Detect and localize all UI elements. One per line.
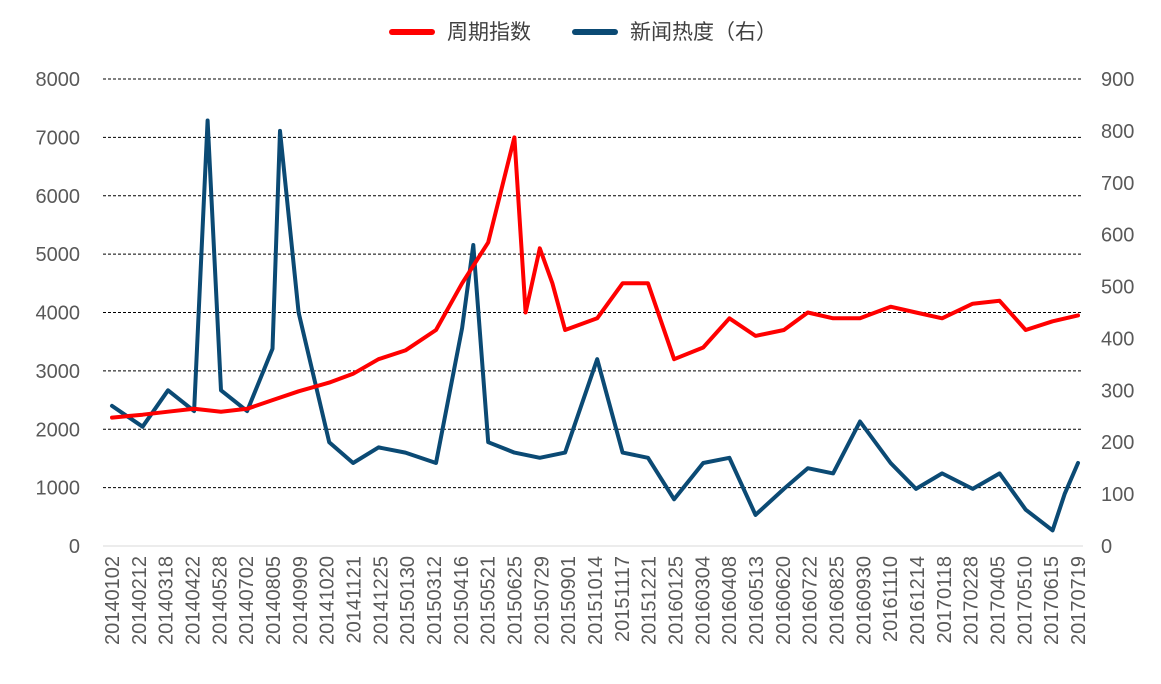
- left-tick-label: 7000: [36, 127, 81, 149]
- x-tick-label: 20141225: [370, 556, 392, 645]
- x-tick-label: 20150521: [478, 556, 500, 645]
- x-tick-label: 20140212: [129, 556, 151, 645]
- x-tick-label: 20150416: [451, 556, 473, 645]
- x-tick-label: 20160513: [746, 556, 768, 645]
- x-tick-label: 20140805: [263, 556, 285, 645]
- x-tick-label: 20141020: [317, 556, 339, 645]
- x-tick-label: 20170719: [1068, 556, 1090, 645]
- right-tick-label: 0: [1101, 536, 1112, 558]
- x-tick-label: 20150729: [531, 556, 553, 645]
- x-tick-label: 20151117: [612, 556, 634, 642]
- right-tick-label: 200: [1101, 432, 1134, 454]
- x-tick-label: 20160304: [692, 556, 714, 645]
- x-tick-label: 20140102: [102, 556, 124, 645]
- x-tick-label: 20140422: [183, 556, 205, 645]
- legend-label-news-heat: 新闻热度（右）: [630, 20, 777, 44]
- x-tick-label: 20140702: [236, 556, 258, 645]
- x-tick-label: 20140909: [290, 556, 312, 645]
- right-tick-label: 800: [1101, 121, 1134, 143]
- right-tick-label: 900: [1101, 69, 1134, 91]
- x-tick-label: 20140528: [209, 556, 231, 645]
- left-tick-label: 0: [69, 536, 80, 558]
- x-tick-label: 20170615: [1041, 556, 1063, 645]
- x-tick-label: 20160825: [827, 556, 849, 645]
- x-tick-label: 20140318: [156, 556, 178, 645]
- x-tick-label: 20160125: [666, 556, 688, 645]
- right-tick-label: 100: [1101, 484, 1134, 506]
- left-tick-label: 4000: [36, 303, 81, 325]
- right-tick-label: 300: [1101, 380, 1134, 402]
- left-tick-label: 6000: [36, 186, 81, 208]
- x-tick-label: 20150130: [397, 556, 419, 645]
- left-tick-label: 3000: [36, 361, 81, 383]
- x-tick-label: 20151014: [585, 556, 607, 645]
- x-tick-label: 20160722: [800, 556, 822, 645]
- right-axis: 0 100 200 300 400 500 600 700 800 900: [1101, 69, 1134, 558]
- left-tick-label: 2000: [36, 419, 81, 441]
- x-tick-label: 20150312: [424, 556, 446, 645]
- left-tick-label: 5000: [36, 244, 81, 266]
- x-tick-label: 20170118: [934, 556, 956, 644]
- x-tick-label: 20150901: [558, 556, 580, 645]
- left-axis: 0 1000 2000 3000 4000 5000 6000 7000 8000: [36, 69, 81, 558]
- series-news-heat-line: [110, 118, 1080, 533]
- left-tick-label: 8000: [36, 69, 81, 91]
- legend-label-cycle-index: 周期指数: [447, 20, 531, 44]
- series-layer: [110, 118, 1080, 533]
- right-tick-label: 700: [1101, 173, 1134, 195]
- x-tick-label: 20160930: [853, 556, 875, 645]
- x-tick-label: 20141121: [344, 556, 366, 644]
- x-tick-label: 20161110: [880, 556, 902, 642]
- left-tick-label: 1000: [36, 478, 81, 500]
- right-tick-label: 500: [1101, 277, 1134, 299]
- x-tick-label: 20170405: [988, 556, 1010, 645]
- x-tick-label: 20170228: [961, 556, 983, 645]
- x-tick-label: 20161214: [907, 556, 929, 645]
- right-tick-label: 400: [1101, 328, 1134, 350]
- right-tick-label: 600: [1101, 225, 1134, 247]
- x-tick-label: 20151221: [639, 556, 661, 645]
- legend: 周期指数 新闻热度（右）: [389, 20, 777, 44]
- x-tick-label: 20150625: [505, 556, 527, 645]
- series-cycle-index-line: [110, 135, 1080, 420]
- x-axis: 20140102 20140212 20140318 20140422 20140528…: [102, 556, 1090, 645]
- x-tick-label: 20160408: [719, 556, 741, 645]
- x-tick-label: 20170510: [1014, 556, 1036, 645]
- x-tick-label: 20160620: [773, 556, 795, 645]
